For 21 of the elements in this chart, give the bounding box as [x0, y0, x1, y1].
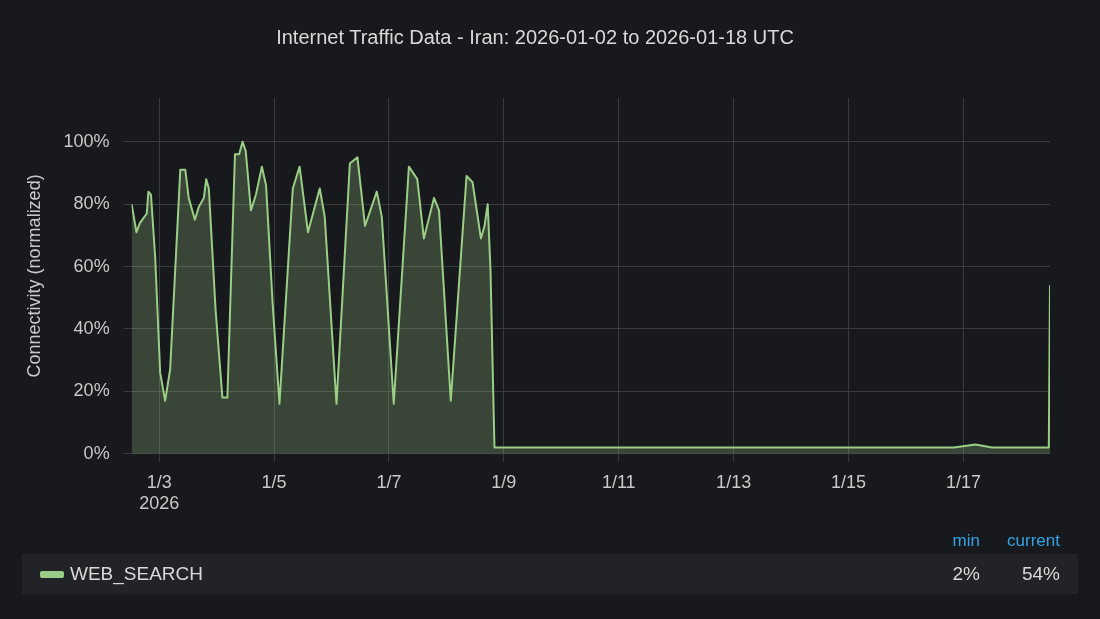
y-tick-label: 60% — [73, 255, 110, 276]
legend-label: WEB_SEARCH — [70, 563, 205, 585]
y-tick-label: 40% — [73, 317, 110, 338]
x-tick-label: 1/11 — [601, 471, 636, 492]
x-tick-label: 1/5 — [261, 471, 287, 492]
chart-title: Internet Traffic Data - Iran: 2026-01-02 to 2026-01-18 UTC — [276, 25, 794, 48]
y-tick-label: 80% — [73, 193, 110, 214]
x-tick-label: 1/15 — [831, 471, 867, 492]
text: 54% — [1020, 563, 1061, 585]
text: current — [1006, 531, 1061, 551]
y-axis-title: Connectivity (normalized) — [23, 174, 44, 378]
y-tick-label: 20% — [73, 380, 110, 401]
y-tick-label: 0% — [83, 442, 110, 463]
x-tick-label: 1/13 — [716, 471, 752, 492]
text: min — [951, 531, 980, 551]
x-tick-label: 1/7 — [376, 471, 402, 492]
y-tick-label: 100% — [63, 130, 110, 151]
text: 2% — [951, 563, 980, 585]
x-tick-label: 1/3 2026 — [139, 471, 180, 514]
x-tick-label: 1/9 — [491, 471, 517, 492]
x-tick-label: 1/17 — [945, 471, 981, 492]
